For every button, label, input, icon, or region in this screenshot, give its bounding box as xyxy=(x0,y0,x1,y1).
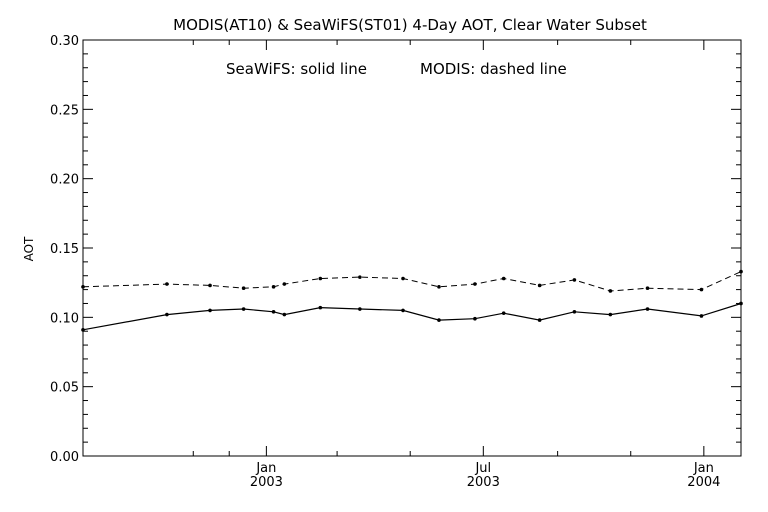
seawifs-data-point xyxy=(699,314,704,318)
modis-data-point xyxy=(501,276,506,281)
seawifs-data-point xyxy=(81,328,85,332)
modis-data-point xyxy=(608,289,613,293)
seawifs-data-point xyxy=(358,307,362,311)
chart-title: MODIS(AT10) & SeaWiFS(ST01) 4-Day AOT, C… xyxy=(173,16,647,34)
seawifs-data-point xyxy=(608,312,613,317)
seawifs-data-point xyxy=(572,309,577,314)
seawifs-data-point xyxy=(437,318,441,322)
seawifs-data-point xyxy=(241,307,246,311)
seawifs-series-line xyxy=(82,302,742,331)
x-tick-year-label: 2003 xyxy=(467,475,500,490)
x-tick-year-label: 2003 xyxy=(250,475,283,490)
y-axis: 0.00 0.05 0.10 0.15 0.20 0.25 0.30 xyxy=(50,34,741,465)
modis-series-line xyxy=(82,271,742,292)
modis-data-point xyxy=(699,287,704,292)
modis-data-point xyxy=(81,285,85,289)
modis-data-point xyxy=(645,286,650,291)
legend-seawifs-note: SeaWiFS: solid line xyxy=(226,60,367,78)
seawifs-data-point xyxy=(165,312,169,317)
seawifs-data-point xyxy=(645,307,650,311)
x-tick-month-label: Jul xyxy=(474,461,491,476)
y-tick-label: 0.30 xyxy=(50,34,79,49)
y-axis-label: AOT xyxy=(22,236,36,261)
modis-data-point xyxy=(208,283,212,288)
modis-data-point xyxy=(537,283,542,288)
plot-frame xyxy=(82,39,742,457)
seawifs-data-point xyxy=(208,308,212,313)
seawifs-data-point xyxy=(282,312,287,317)
y-tick-label: 0.15 xyxy=(50,242,79,257)
modis-data-point xyxy=(282,282,287,286)
x-tick-month-label: Jan xyxy=(255,461,276,476)
modis-data-point xyxy=(318,276,323,281)
y-tick-label: 0.20 xyxy=(50,173,79,188)
legend-modis-note: MODIS: dashed line xyxy=(420,60,567,78)
seawifs-data-point xyxy=(473,316,477,321)
x-tick-month-label: Jan xyxy=(693,461,714,476)
seawifs-data-point xyxy=(271,309,276,314)
seawifs-data-point xyxy=(401,308,405,313)
y-tick-label: 0.05 xyxy=(50,381,79,396)
modis-data-point xyxy=(241,286,246,291)
y-tick-label: 0.00 xyxy=(50,450,79,465)
modis-data-point xyxy=(165,282,169,286)
seawifs-data-point xyxy=(537,318,542,322)
modis-data-point xyxy=(739,269,743,274)
modis-data-point xyxy=(473,282,477,286)
x-tick-year-label: 2004 xyxy=(687,475,720,490)
modis-data-point xyxy=(437,285,441,289)
seawifs-data-point xyxy=(318,305,323,310)
modis-data-point xyxy=(358,275,362,279)
seawifs-data-point xyxy=(501,311,506,315)
modis-data-point xyxy=(271,285,276,289)
modis-data-point xyxy=(572,278,577,282)
y-tick-label: 0.10 xyxy=(50,311,79,326)
seawifs-data-point xyxy=(739,301,743,306)
y-tick-label: 0.25 xyxy=(50,103,79,118)
series-layer xyxy=(81,269,743,332)
modis-data-point xyxy=(401,276,405,281)
